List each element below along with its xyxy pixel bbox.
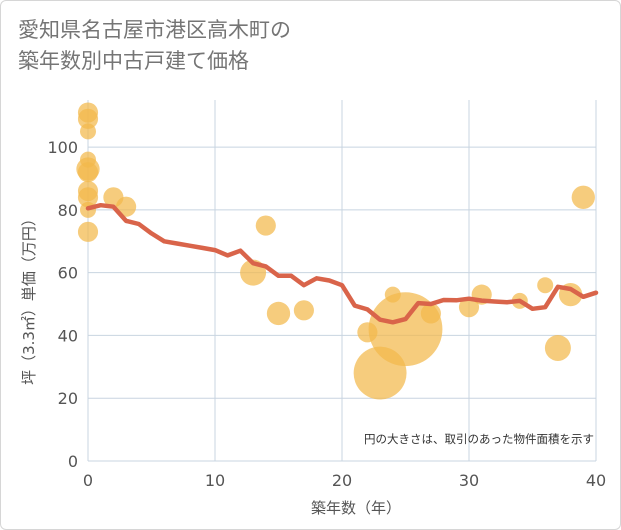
y-tick-label-20: 20 [58,389,78,408]
bubble-7 [77,187,99,208]
bubble-5 [77,162,99,183]
bubble-size-note: 円の大きさは、取引のあった物件面積を示す [364,432,594,446]
bubble-2 [80,123,96,140]
bubble-13 [255,215,276,236]
bubble-11 [116,196,137,217]
bubble-27 [571,185,595,209]
y-axis-title: 坪（3.3㎡）単価（万円） [20,211,38,385]
trend-line [85,202,599,325]
y-axis-ticks: 0 20 40 60 80 100 [47,138,78,471]
bubble-25 [544,334,571,361]
bubble-1 [77,108,99,129]
chart-title-line1: 愛知県名古屋市港区高木町の [18,18,291,42]
x-tick-label-40: 40 [586,471,606,490]
bubble-24 [537,277,554,294]
x-tick-label-0: 0 [83,471,93,490]
x-tick-label-10: 10 [205,471,225,490]
x-tick-label-20: 20 [332,471,352,490]
x-axis-title: 築年数（年） [311,499,401,517]
bubble-20 [420,303,441,324]
y-tick-label-0: 0 [68,452,78,471]
y-tick-label-60: 60 [58,264,78,283]
y-tick-label-100: 100 [47,138,78,157]
bubble-14 [266,301,291,326]
x-tick-label-30: 30 [459,471,479,490]
grid-lines [87,100,597,462]
chart-title-line2: 築年数別中古戸建て価格 [18,49,249,73]
x-axis-ticks: 0 10 20 30 40 [83,471,606,490]
chart-title: 愛知県名古屋市港区高木町の 築年数別中古戸建て価格 [18,15,291,77]
bubble-21 [458,297,480,318]
bubble-15 [293,300,314,321]
trend-line-series [85,202,599,325]
bubble-9 [77,221,99,242]
bubble-series [76,102,595,400]
y-tick-label-40: 40 [58,326,78,345]
y-tick-label-80: 80 [58,201,78,220]
